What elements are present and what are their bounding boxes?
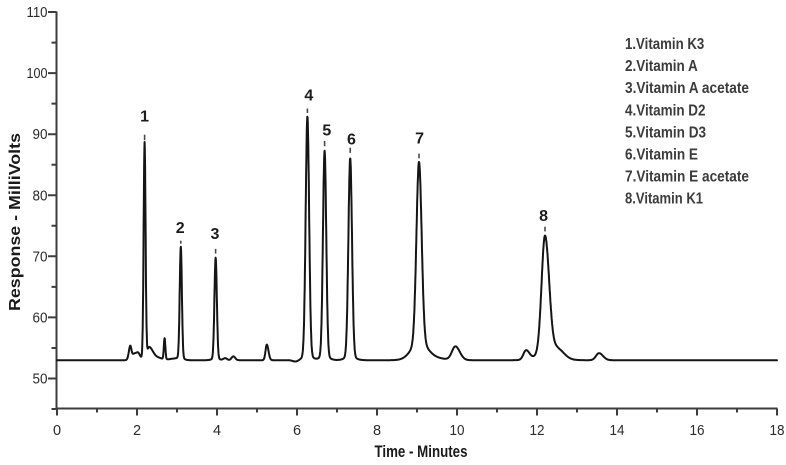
svg-text:6: 6 [347,131,356,148]
svg-text:1: 1 [140,109,149,126]
svg-text:4: 4 [213,423,221,439]
svg-text:Time - Minutes: Time - Minutes [375,443,468,460]
svg-text:8.Vitamin K1: 8.Vitamin K1 [625,191,703,208]
svg-text:70: 70 [33,249,48,265]
svg-text:7.Vitamin E acetate: 7.Vitamin E acetate [625,169,749,186]
svg-text:18: 18 [770,423,785,439]
svg-text:4: 4 [304,88,313,105]
svg-text:6.Vitamin E: 6.Vitamin E [625,147,698,164]
svg-text:7: 7 [415,131,424,148]
svg-text:2: 2 [133,423,141,439]
svg-text:1.Vitamin K3: 1.Vitamin K3 [625,36,704,53]
svg-text:110: 110 [27,5,48,21]
svg-text:0: 0 [53,423,61,439]
svg-text:14: 14 [610,423,625,439]
svg-text:Response - MilliVolts: Response - MilliVolts [7,133,24,311]
svg-text:12: 12 [530,423,545,439]
svg-text:10: 10 [450,423,465,439]
svg-text:100: 100 [27,66,48,82]
svg-text:2: 2 [176,220,185,237]
svg-text:80: 80 [33,188,48,204]
svg-text:6: 6 [293,423,301,439]
svg-text:5.Vitamin D3: 5.Vitamin D3 [625,124,706,141]
svg-text:8: 8 [373,423,381,439]
svg-text:2.Vitamin A: 2.Vitamin A [625,58,698,75]
svg-text:50: 50 [33,372,48,388]
svg-text:16: 16 [690,423,705,439]
svg-text:3: 3 [211,226,220,243]
svg-text:5: 5 [322,123,331,140]
svg-text:4.Vitamin D2: 4.Vitamin D2 [625,102,706,119]
svg-text:3.Vitamin A acetate: 3.Vitamin A acetate [625,80,749,97]
svg-text:60: 60 [33,310,48,326]
svg-text:8: 8 [539,208,548,225]
svg-text:90: 90 [33,127,48,143]
